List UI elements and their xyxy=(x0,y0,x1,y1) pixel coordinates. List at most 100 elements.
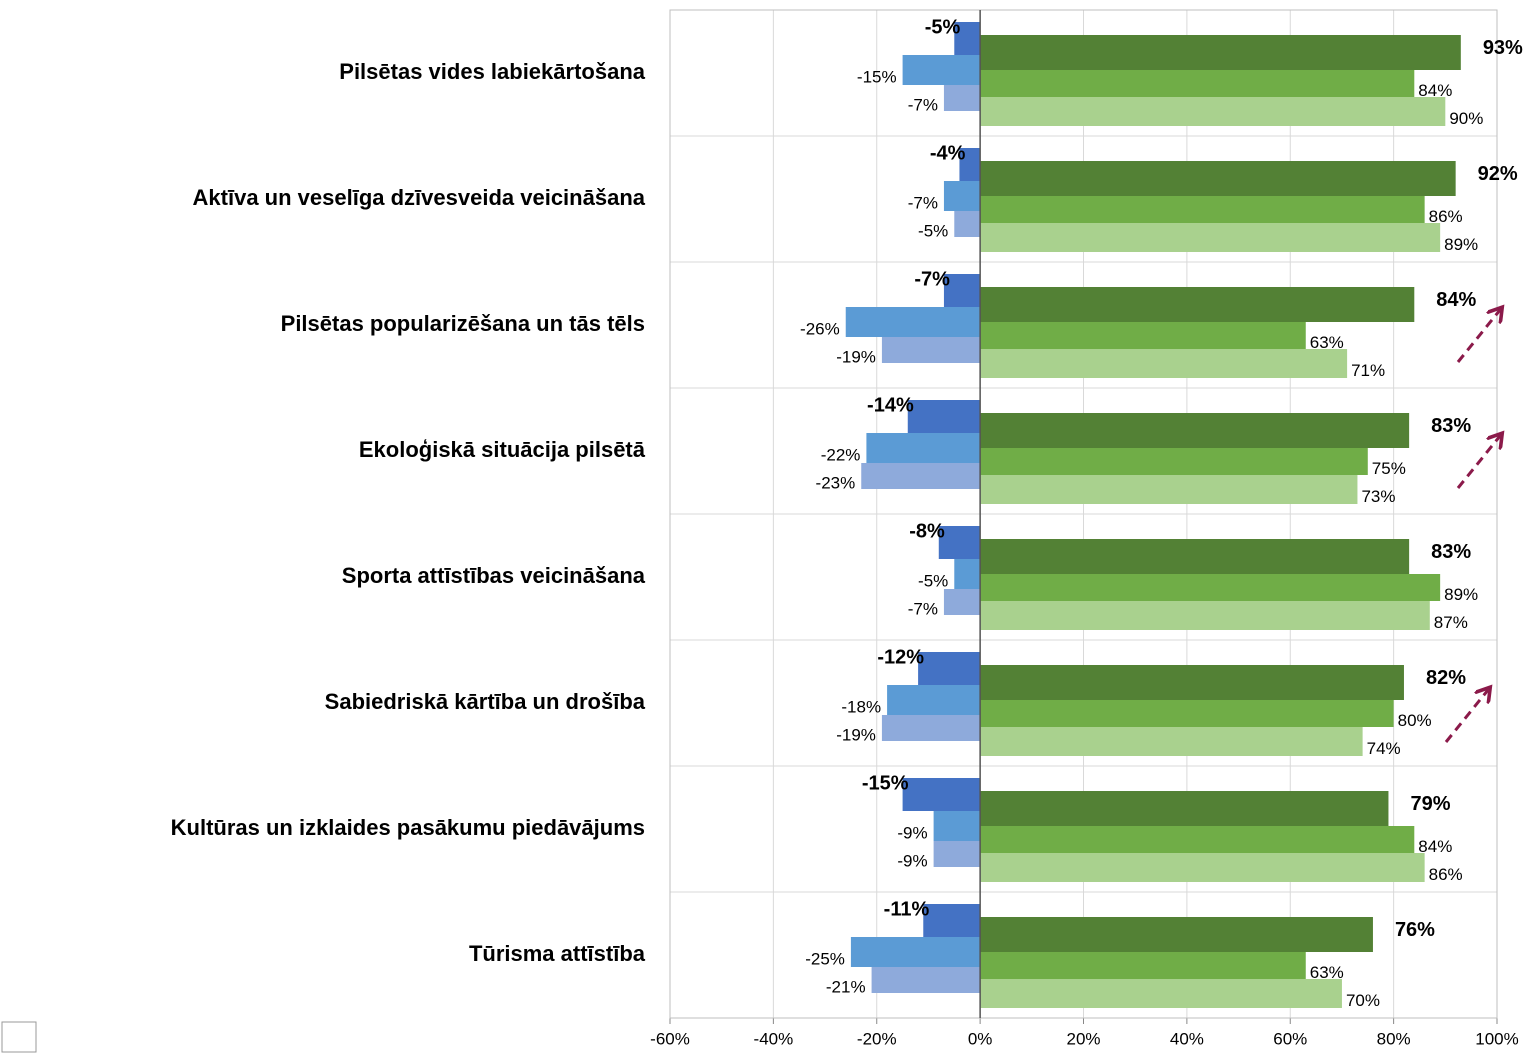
value-label: 75% xyxy=(1372,459,1406,478)
bar xyxy=(980,287,1415,322)
category-label: Tūrisma attīstība xyxy=(469,941,646,966)
bar xyxy=(907,400,981,433)
value-label: 86% xyxy=(1429,865,1463,884)
arrow xyxy=(1456,310,1500,363)
bar xyxy=(943,589,981,615)
value-label: -7% xyxy=(908,193,938,212)
bar xyxy=(845,307,981,337)
value-label: 70% xyxy=(1346,991,1380,1010)
value-label: 73% xyxy=(1361,487,1395,506)
bar xyxy=(881,715,981,741)
value-label: 93% xyxy=(1483,37,1523,59)
value-label: -5% xyxy=(918,571,948,590)
category-label: Ekoloģiskā situācija pilsētā xyxy=(359,437,646,462)
bar xyxy=(959,148,981,181)
value-label: 87% xyxy=(1434,613,1468,632)
trend-arrows xyxy=(1444,310,1500,743)
bar xyxy=(980,917,1373,952)
bar xyxy=(980,979,1342,1008)
bar xyxy=(954,22,981,55)
bar xyxy=(980,161,1456,196)
bar xyxy=(861,463,981,489)
value-label: -19% xyxy=(836,347,876,366)
bar xyxy=(980,223,1441,252)
bar xyxy=(980,97,1446,126)
bar xyxy=(938,526,981,559)
value-label: 84% xyxy=(1418,837,1452,856)
bar xyxy=(943,181,981,211)
bars xyxy=(845,22,1461,1008)
icon xyxy=(1,1021,37,1053)
bar xyxy=(943,274,981,307)
bar xyxy=(933,841,981,867)
bar xyxy=(980,727,1363,756)
bar xyxy=(881,337,981,363)
bar xyxy=(980,70,1415,97)
value-label: -12% xyxy=(877,646,924,668)
value-label: 83% xyxy=(1431,541,1471,563)
bar xyxy=(980,952,1306,979)
value-label: 76% xyxy=(1395,919,1435,941)
bar xyxy=(980,574,1441,601)
value-label: 71% xyxy=(1351,361,1385,380)
value-label: -11% xyxy=(884,898,930,920)
bar xyxy=(980,601,1430,630)
bar xyxy=(980,665,1404,700)
value-label: -5% xyxy=(918,221,948,240)
value-label: -9% xyxy=(897,823,927,842)
category-label: Sabiedriskā kārtība un drošība xyxy=(325,689,646,714)
bar xyxy=(954,559,981,589)
value-label: 80% xyxy=(1398,711,1432,730)
value-label: -7% xyxy=(914,268,950,290)
value-label: -21% xyxy=(826,977,866,996)
x-tick-label: 60% xyxy=(1273,1029,1307,1048)
x-tick-label: -40% xyxy=(754,1029,794,1048)
value-label: 86% xyxy=(1429,207,1463,226)
value-label: 90% xyxy=(1449,109,1483,128)
value-label: -23% xyxy=(816,473,856,492)
bar xyxy=(850,937,981,967)
bar xyxy=(902,55,981,85)
category-label: Kultūras un izklaides pasākumu piedāvāju… xyxy=(171,815,645,840)
value-label: 89% xyxy=(1444,585,1478,604)
bar xyxy=(980,700,1394,727)
category-label: Pilsētas vides labiekārtošana xyxy=(339,59,645,84)
bar xyxy=(980,35,1461,70)
x-tick-label: 100% xyxy=(1475,1029,1518,1048)
bar xyxy=(980,791,1389,826)
bar xyxy=(887,685,981,715)
bar xyxy=(918,652,981,685)
bar xyxy=(866,433,981,463)
bar xyxy=(980,826,1415,853)
bar xyxy=(980,475,1358,504)
bar xyxy=(954,211,981,237)
value-label: -9% xyxy=(897,851,927,870)
category-label: Sporta attīstības veicināšana xyxy=(342,563,646,588)
value-label: 84% xyxy=(1436,289,1476,311)
bar xyxy=(980,413,1410,448)
bar xyxy=(923,904,981,937)
value-label: 89% xyxy=(1444,235,1478,254)
x-tick-label: 80% xyxy=(1377,1029,1411,1048)
value-label: -18% xyxy=(841,697,881,716)
bar xyxy=(933,811,981,841)
arrow xyxy=(1456,436,1500,489)
x-tick-label: -20% xyxy=(857,1029,897,1048)
bar xyxy=(980,539,1410,574)
bar xyxy=(980,349,1348,378)
category-label: Aktīva un veselīga dzīvesveida veicināša… xyxy=(193,185,646,210)
value-label: -7% xyxy=(908,95,938,114)
bar xyxy=(980,196,1425,223)
bar xyxy=(902,778,981,811)
x-tick-label: -60% xyxy=(650,1029,690,1048)
value-label: -7% xyxy=(908,599,938,618)
value-label: 74% xyxy=(1367,739,1401,758)
value-label: 63% xyxy=(1310,963,1344,982)
plot-frame xyxy=(669,9,1498,1019)
category-label: Pilsētas popularizēšana un tās tēls xyxy=(281,311,645,336)
value-label: -15% xyxy=(857,67,897,86)
value-label: 82% xyxy=(1426,667,1466,689)
value-label: 83% xyxy=(1431,415,1471,437)
value-label: 79% xyxy=(1410,793,1450,815)
